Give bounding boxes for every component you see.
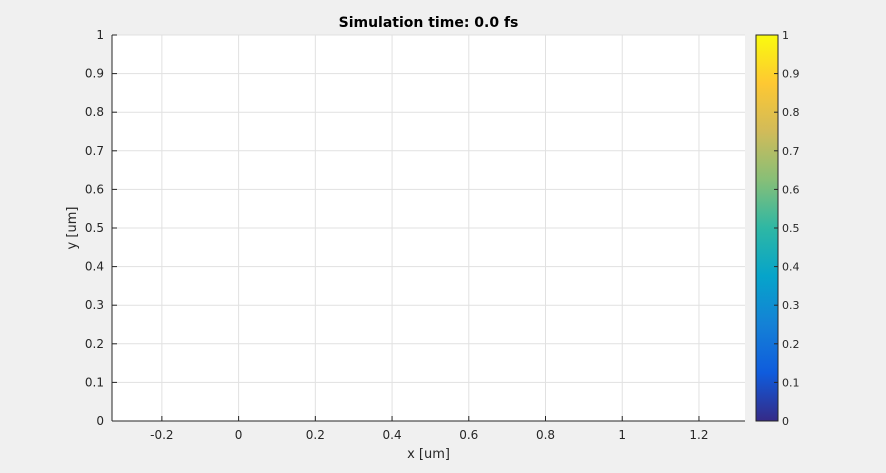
y-tick-label: 0.5 [85, 221, 104, 235]
y-tick-label: 0.9 [85, 67, 104, 81]
x-axis-label: x [um] [407, 447, 450, 462]
colorbar-tick-label: 0.8 [782, 106, 800, 119]
colorbar-tick-label: 0 [782, 415, 789, 428]
x-tick-label: 1.2 [689, 428, 708, 442]
colorbar-tick-label: 0.3 [782, 299, 800, 312]
y-tick-label: 0.6 [85, 182, 104, 196]
x-tick-label: 0.4 [383, 428, 402, 442]
y-tick-label: 0.8 [85, 105, 104, 119]
y-tick-label: 0 [96, 414, 104, 428]
colorbar-tick-label: 0.9 [782, 68, 800, 81]
colorbar-tick-label: 1 [782, 29, 789, 42]
y-axis-ticks: 0 0.1 0.2 0.3 0.4 0.5 0.6 0.7 0.8 0.9 1 [85, 28, 117, 428]
colorbar-tick-label: 0.7 [782, 145, 800, 158]
colorbar-tick-label: 0.6 [782, 183, 800, 196]
colorbar-tick-label: 0.2 [782, 338, 800, 351]
colorbar-tick-label: 0.1 [782, 376, 800, 389]
y-tick-label: 0.7 [85, 144, 104, 158]
x-tick-label: 0.6 [459, 428, 478, 442]
x-tick-label: 0 [235, 428, 243, 442]
y-tick-label: 1 [96, 28, 104, 42]
chart-title: Simulation time: 0.0 fs [339, 15, 519, 31]
x-tick-label: -0.2 [150, 428, 173, 442]
y-tick-label: 0.2 [85, 337, 104, 351]
colorbar-tick-label: 0.4 [782, 261, 800, 274]
x-tick-label: 0.8 [536, 428, 555, 442]
x-axis-ticks: -0.2 0 0.2 0.4 0.6 0.8 1 1.2 [150, 416, 709, 442]
colorbar-tick-label: 0.5 [782, 222, 800, 235]
x-tick-label: 1 [618, 428, 626, 442]
y-tick-label: 0.3 [85, 298, 104, 312]
x-tick-label: 0.2 [306, 428, 325, 442]
y-axis-label: y [um] [65, 207, 80, 250]
colorbar-ticks: 0 0.1 0.2 0.3 0.4 0.5 0.6 0.7 0.8 0.9 1 [774, 29, 800, 428]
y-tick-label: 0.4 [85, 260, 104, 274]
y-tick-label: 0.1 [85, 375, 104, 389]
